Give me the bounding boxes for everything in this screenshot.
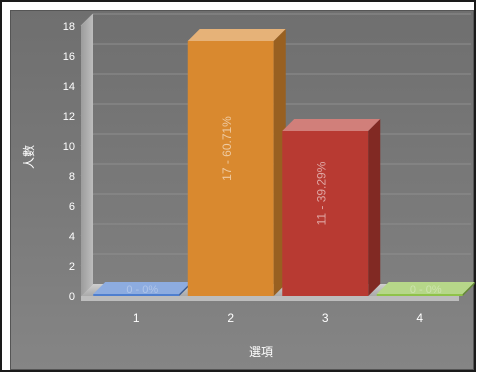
y-tick-label: 2	[69, 261, 75, 273]
bar-side	[462, 282, 475, 296]
bar: 0 - 0%	[93, 282, 192, 296]
y-tick-label: 6	[69, 201, 75, 213]
x-axis-label: 選項	[249, 345, 273, 359]
bar: 0 - 0%	[376, 282, 475, 296]
y-tick-label: 8	[69, 171, 75, 183]
y-tick-label: 0	[69, 291, 75, 303]
bar-data-label: 11 - 39.29%	[314, 161, 328, 225]
bar-data-label: 0 - 0%	[126, 284, 158, 296]
bar-chart: 0 - 0% 17 - 60.71% 11 - 39.29% 0 - 0% 0 2 4 6 8…	[22, 13, 475, 359]
x-tick-label: 1	[133, 311, 140, 325]
bar-top	[187, 29, 286, 41]
y-tick-label: 4	[69, 231, 75, 243]
y-tick-label: 18	[63, 21, 75, 33]
bars: 0 - 0% 17 - 60.71% 11 - 39.29% 0 - 0%	[93, 29, 475, 296]
bar-top	[282, 119, 381, 131]
bar-front	[282, 131, 369, 296]
y-tick-label: 10	[63, 141, 75, 153]
bar: 11 - 39.29%	[282, 119, 381, 296]
bar-front	[187, 41, 274, 296]
bar-side	[368, 119, 381, 296]
chart-panel: 0 - 0% 17 - 60.71% 11 - 39.29% 0 - 0% 0 2 4 6 8…	[10, 10, 475, 370]
bar-data-label: 0 - 0%	[410, 284, 442, 296]
bar-top	[93, 282, 192, 294]
x-tick-label: 4	[416, 311, 423, 325]
chart-floor-edge	[81, 296, 459, 301]
chart-side-wall	[81, 14, 93, 296]
bar-data-label: 17 - 60.71%	[220, 116, 234, 181]
bar-front	[93, 294, 180, 296]
x-tick-label: 3	[322, 311, 329, 325]
y-tick-label: 12	[63, 111, 75, 123]
chart-frame: 0 - 0% 17 - 60.71% 11 - 39.29% 0 - 0% 0 2 4 6 8…	[0, 0, 476, 372]
x-tick-label: 2	[227, 311, 234, 325]
bar: 17 - 60.71%	[187, 29, 286, 296]
y-tick-label: 14	[63, 81, 75, 93]
y-axis-label: 人數	[22, 145, 36, 169]
bar-top	[376, 282, 475, 294]
y-tick-label: 16	[63, 51, 75, 63]
bar-front	[376, 294, 463, 296]
